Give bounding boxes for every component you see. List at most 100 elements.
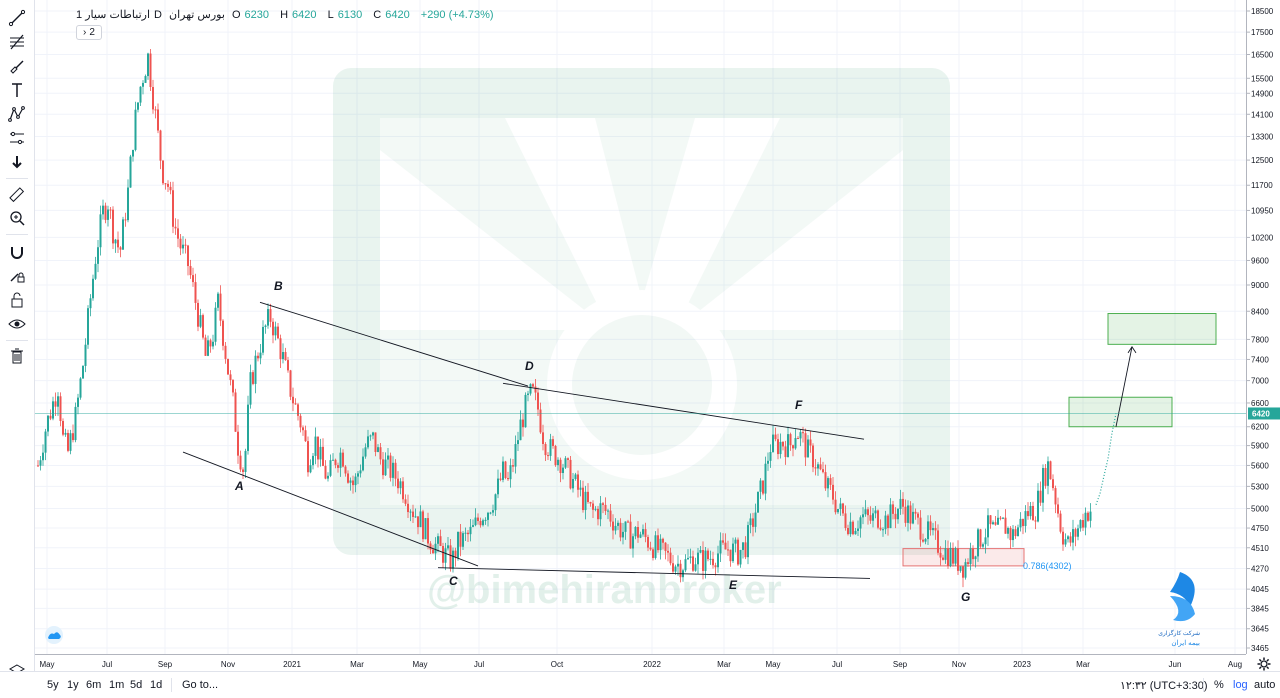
ruler-icon[interactable] xyxy=(6,184,28,206)
candle-body xyxy=(627,521,629,523)
candle-body xyxy=(544,444,547,456)
candle-body xyxy=(54,401,57,407)
settings-gear-icon[interactable] xyxy=(1257,657,1271,671)
candle-body xyxy=(454,550,457,558)
candle-body xyxy=(244,450,247,472)
candle-body xyxy=(949,547,952,566)
time-tick-label: Sep xyxy=(893,660,908,669)
candle-body xyxy=(1037,490,1039,522)
time-tick-label: 2021 xyxy=(283,660,301,669)
time-tick-label: Aug xyxy=(1228,660,1242,669)
range-6m[interactable]: 6m xyxy=(86,679,102,691)
candle-body xyxy=(757,491,759,513)
candle-body xyxy=(402,481,404,500)
candle-body xyxy=(359,470,362,474)
candle-body xyxy=(964,562,967,578)
candle-body xyxy=(222,320,224,346)
percent-toggle[interactable]: % xyxy=(1214,679,1224,691)
log-toggle[interactable]: log xyxy=(1233,679,1248,691)
brush-icon[interactable] xyxy=(6,55,28,77)
candle-body xyxy=(49,415,52,419)
candle-body xyxy=(192,275,194,283)
time-scale[interactable]: May Jul Sep Nov 2021 Mar May Jul Oct 2022 Mar May Ju… xyxy=(35,654,1246,672)
candle-body xyxy=(729,549,732,562)
target-box-lower xyxy=(1068,396,1173,428)
indicators-collapse-button[interactable]: › 2 xyxy=(76,25,102,40)
low-label: L xyxy=(327,9,334,21)
candle-body xyxy=(44,431,47,453)
candle-body xyxy=(987,515,989,538)
range-5d[interactable]: 5d xyxy=(130,679,143,691)
candle-body xyxy=(829,478,832,485)
candle-body xyxy=(412,511,414,517)
range-1m[interactable]: 1m xyxy=(109,679,125,691)
eye-icon[interactable] xyxy=(6,313,28,335)
candle-body xyxy=(979,529,982,547)
projection-dots xyxy=(1095,413,1117,505)
candle-body xyxy=(597,508,599,520)
candle-body xyxy=(99,214,102,248)
auto-toggle[interactable]: auto xyxy=(1254,679,1276,691)
candle-body xyxy=(902,498,904,507)
candle-body xyxy=(107,209,109,220)
candle-body xyxy=(799,432,802,439)
candle-body xyxy=(664,542,667,551)
candle-body xyxy=(779,441,782,455)
magnet-icon[interactable] xyxy=(6,241,28,263)
candle-body xyxy=(1024,511,1027,527)
drawing-toolbar xyxy=(0,0,35,697)
price-scale[interactable]: 18500 17500 16500 15500 14900 14100 13300 12500… xyxy=(1246,0,1280,654)
candle-body xyxy=(604,504,607,512)
prediction-icon[interactable] xyxy=(6,127,28,149)
candle-body xyxy=(1044,468,1047,486)
lock-drawing-icon[interactable] xyxy=(6,265,28,287)
support-box xyxy=(902,548,1025,567)
candle-body xyxy=(599,503,602,520)
candle-body xyxy=(824,472,827,489)
time-tick-label: Jun xyxy=(1169,660,1182,669)
goto-button[interactable]: Go to... xyxy=(182,679,219,691)
candle-body xyxy=(654,535,657,558)
timezone-clock[interactable]: ۱۲:۳۲ (UTC+3:30) xyxy=(1120,680,1208,692)
lock-icon[interactable] xyxy=(6,289,28,311)
target-box-upper xyxy=(1107,313,1217,345)
fib-tool-icon[interactable] xyxy=(6,31,28,53)
time-tick-label: Jul xyxy=(102,660,112,669)
candle-body xyxy=(1027,511,1029,517)
range-1y[interactable]: 1y xyxy=(67,679,79,691)
candle-body xyxy=(1084,512,1087,528)
candle-body xyxy=(224,345,227,359)
A-C-trendline xyxy=(182,451,479,567)
candle-body xyxy=(982,544,984,547)
candle-body xyxy=(144,76,147,83)
time-tick-label: Nov xyxy=(952,660,966,669)
candle-body xyxy=(582,487,584,511)
price-tick-label: 13300 xyxy=(1251,132,1274,141)
trash-icon[interactable] xyxy=(6,345,28,367)
zoom-in-icon[interactable] xyxy=(6,207,28,229)
price-tick-label: 18500 xyxy=(1251,7,1274,16)
arrow-down-icon[interactable] xyxy=(6,151,28,173)
candle-body xyxy=(247,404,249,451)
candle-body xyxy=(232,380,234,393)
candle-body xyxy=(42,452,44,461)
candle-body xyxy=(579,487,582,490)
symbol-name[interactable]: ارتباطات سیار xyxy=(85,9,151,21)
text-icon[interactable] xyxy=(6,79,28,101)
pattern-icon[interactable] xyxy=(6,103,28,125)
candle-body xyxy=(1049,461,1052,480)
price-chart[interactable]: @bimehiranbroker A B C D E F G 0.786(4302) شرک… xyxy=(35,0,1246,654)
range-1d[interactable]: 1d xyxy=(150,679,163,691)
chart-pane[interactable]: @bimehiranbroker A B C D E F G 0.786(4302) شرک… xyxy=(35,0,1246,654)
candle-body xyxy=(417,516,419,528)
time-tick-label: Jul xyxy=(474,660,484,669)
price-tick-label: 4750 xyxy=(1251,524,1269,533)
time-tick-label: May xyxy=(412,660,427,669)
candle-body xyxy=(667,550,669,553)
candle-body xyxy=(119,247,122,250)
candle-body xyxy=(864,509,867,515)
range-5y[interactable]: 5y xyxy=(47,679,59,691)
trend-line-icon[interactable] xyxy=(6,7,28,29)
candle-body xyxy=(749,518,752,526)
candle-body xyxy=(732,543,734,562)
